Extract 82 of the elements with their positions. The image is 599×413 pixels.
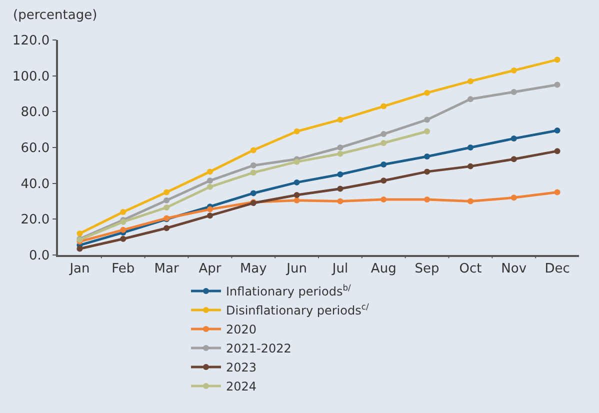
- point: [424, 90, 430, 96]
- point: [337, 198, 344, 204]
- point: [380, 162, 387, 168]
- point: [510, 194, 517, 201]
- x-tick-label: Aug: [370, 261, 396, 276]
- point: [120, 209, 126, 215]
- point: [380, 196, 387, 202]
- x-tick-label: Jul: [331, 261, 348, 276]
- point: [206, 206, 213, 212]
- point: [337, 171, 344, 178]
- point: [424, 116, 430, 123]
- point: [380, 131, 387, 138]
- x-tick-label: Dec: [544, 261, 570, 276]
- point: [424, 153, 430, 160]
- point: [294, 179, 300, 186]
- point: [380, 140, 387, 146]
- x-tick-label: Sep: [414, 261, 440, 276]
- point: [510, 156, 517, 162]
- legend-label: 2023: [226, 360, 257, 375]
- point: [424, 128, 430, 134]
- point: [554, 189, 560, 196]
- point: [424, 168, 430, 175]
- point: [467, 78, 474, 84]
- point: [164, 189, 170, 196]
- point: [467, 144, 474, 150]
- point: [294, 128, 300, 134]
- point: [554, 127, 560, 134]
- point: [467, 198, 474, 204]
- y-tick-label: 0.0: [28, 248, 50, 264]
- y-tick-label: 40.0: [20, 176, 50, 192]
- point: [164, 197, 170, 204]
- point: [294, 197, 300, 204]
- point: [250, 190, 256, 196]
- point: [337, 150, 344, 157]
- point: [206, 168, 213, 175]
- point: [337, 116, 344, 123]
- y-tick-label: 100.0: [12, 69, 50, 84]
- point: [206, 178, 213, 184]
- point: [250, 170, 256, 176]
- point: [554, 148, 560, 154]
- point: [337, 144, 344, 150]
- point: [294, 158, 300, 165]
- point: [250, 147, 256, 154]
- legend-label: 2024: [226, 380, 257, 394]
- y-axis-title: (percentage): [13, 8, 98, 23]
- point: [554, 82, 560, 88]
- point: [554, 56, 560, 63]
- x-tick-label: Jan: [68, 261, 90, 276]
- x-tick-label: Apr: [198, 261, 222, 276]
- x-tick-label: Feb: [112, 261, 135, 276]
- point: [206, 212, 213, 219]
- point: [120, 226, 126, 233]
- point: [510, 88, 517, 95]
- x-tick-label: Oct: [459, 261, 482, 276]
- point: [424, 196, 430, 202]
- point: [380, 103, 387, 110]
- y-tick-label: 20.0: [20, 212, 50, 228]
- point: [467, 96, 474, 102]
- point: [510, 67, 517, 74]
- x-tick-label: Mar: [154, 261, 180, 276]
- point: [164, 204, 170, 211]
- point: [206, 184, 213, 190]
- y-tick-label: 120.0: [12, 34, 50, 49]
- point: [337, 186, 344, 192]
- x-tick-label: Jun: [286, 261, 307, 276]
- y-tick-label: 60.0: [20, 141, 50, 156]
- legend-label: Inflationary periods$^{b/}$: [226, 282, 352, 299]
- point: [76, 246, 83, 252]
- legend-label: 2020: [226, 322, 257, 337]
- point: [467, 163, 474, 170]
- point: [76, 230, 83, 236]
- point: [380, 178, 387, 184]
- point: [510, 136, 517, 142]
- legend-label: 2021-2022: [226, 342, 292, 356]
- x-tick-label: May: [240, 261, 268, 276]
- x-tick-label: Nov: [501, 261, 527, 276]
- point: [250, 162, 256, 168]
- y-tick-label: 80.0: [20, 105, 50, 120]
- point: [164, 225, 170, 232]
- point: [294, 192, 300, 198]
- point: [120, 236, 126, 242]
- legend-label: Disinflationary periods$^{c/}$: [226, 302, 369, 318]
